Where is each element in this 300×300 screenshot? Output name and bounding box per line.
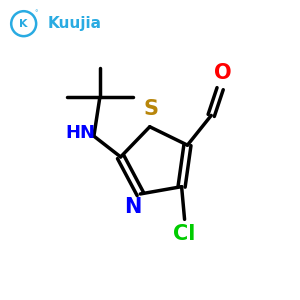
Text: Cl: Cl bbox=[173, 224, 196, 244]
Text: S: S bbox=[144, 99, 159, 119]
Text: N: N bbox=[124, 197, 142, 217]
Text: O: O bbox=[214, 63, 232, 83]
Text: HN: HN bbox=[65, 124, 95, 142]
Text: K: K bbox=[20, 19, 28, 29]
Text: Kuujia: Kuujia bbox=[47, 16, 101, 31]
Text: °: ° bbox=[34, 11, 38, 16]
